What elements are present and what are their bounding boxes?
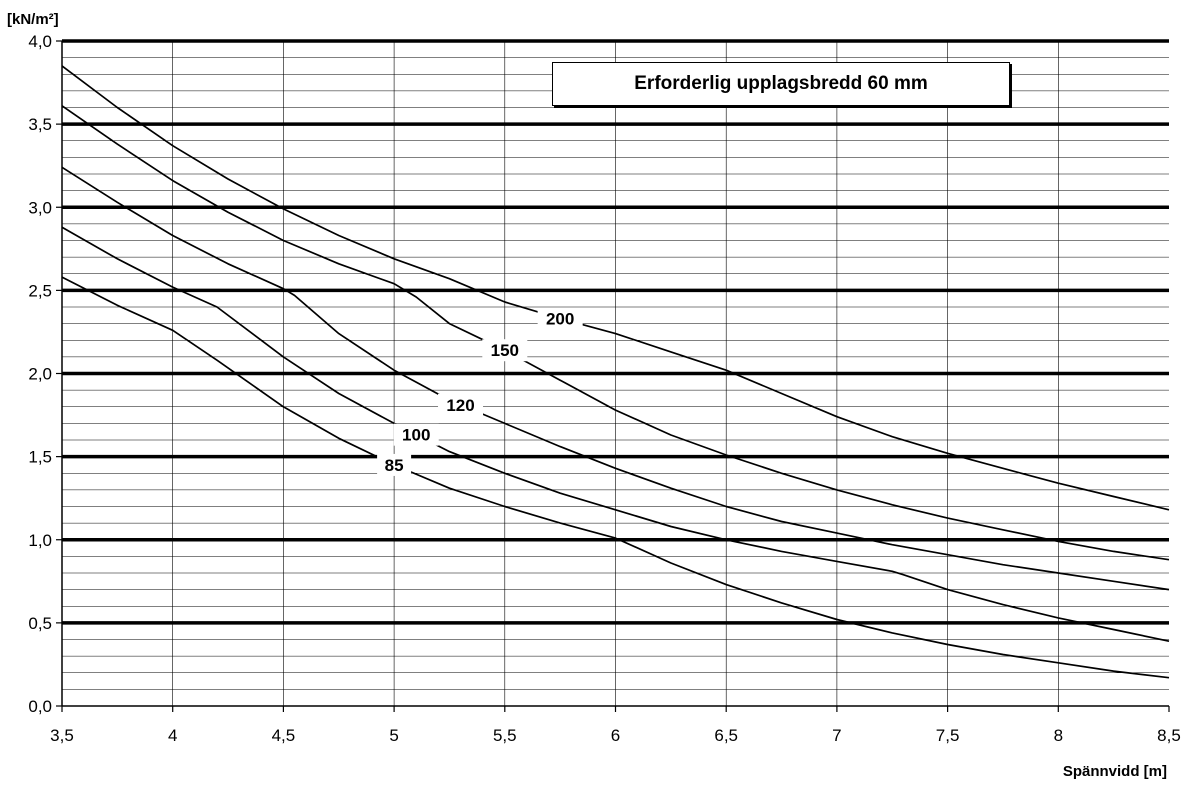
x-tick-label: 6 bbox=[611, 726, 620, 745]
major-grid bbox=[62, 39, 1169, 625]
series-line-200 bbox=[61, 65, 1170, 511]
x-tick-label: 3,5 bbox=[50, 726, 74, 745]
series-line-100 bbox=[61, 226, 1170, 643]
y-tick-label: 3,5 bbox=[28, 115, 52, 134]
series-label-85: 85 bbox=[385, 456, 404, 475]
y-tick-label: 4,0 bbox=[28, 32, 52, 51]
x-tick-label: 5,5 bbox=[493, 726, 517, 745]
y-tick-label: 0,5 bbox=[28, 614, 52, 633]
series-line-85 bbox=[61, 276, 1170, 679]
x-tick-label: 4,5 bbox=[272, 726, 296, 745]
series-label-layer: 200 150 120 100 85 bbox=[377, 307, 583, 476]
x-tick-label: 7,5 bbox=[936, 726, 960, 745]
series-label-200: 200 bbox=[546, 310, 574, 329]
y-tick-label: 1,0 bbox=[28, 531, 52, 550]
ticks-layer: 0,0 0,5 1,0 1,5 2,0 2,5 3,0 3,5 4,0 3,5 4 4,5 5 5,5 6 6… bbox=[28, 32, 1180, 745]
x-tick-label: 8 bbox=[1054, 726, 1063, 745]
chart-title: Erforderlig upplagsbredd 60 mm bbox=[552, 62, 1010, 106]
y-tick-label: 2,0 bbox=[28, 365, 52, 384]
x-tick-label: 6,5 bbox=[714, 726, 738, 745]
series-label-box-100 bbox=[393, 423, 439, 446]
x-tick-label: 8,5 bbox=[1157, 726, 1181, 745]
x-axis-label: Spännvidd [m] bbox=[1063, 763, 1167, 780]
series-layer bbox=[61, 65, 1170, 679]
y-tick-label: 2,5 bbox=[28, 281, 52, 300]
y-tick-label: 0,0 bbox=[28, 697, 52, 716]
series-label-100: 100 bbox=[402, 426, 430, 445]
series-label-120: 120 bbox=[446, 396, 474, 415]
series-label-150: 150 bbox=[491, 341, 519, 360]
series-label-box-150 bbox=[482, 339, 528, 362]
y-axis-label: [kN/m²] bbox=[7, 11, 59, 28]
series-line-150 bbox=[61, 105, 1170, 561]
minor-grid bbox=[62, 41, 1169, 706]
series-label-box-85 bbox=[377, 453, 412, 476]
x-tick-label: 4 bbox=[168, 726, 177, 745]
series-line-120 bbox=[61, 166, 1170, 591]
x-tick-label: 5 bbox=[389, 726, 398, 745]
y-tick-label: 1,5 bbox=[28, 448, 52, 467]
series-label-box-120 bbox=[438, 393, 484, 416]
x-tick-label: 7 bbox=[832, 726, 841, 745]
y-tick-label: 3,0 bbox=[28, 198, 52, 217]
series-label-box-200 bbox=[537, 307, 583, 330]
